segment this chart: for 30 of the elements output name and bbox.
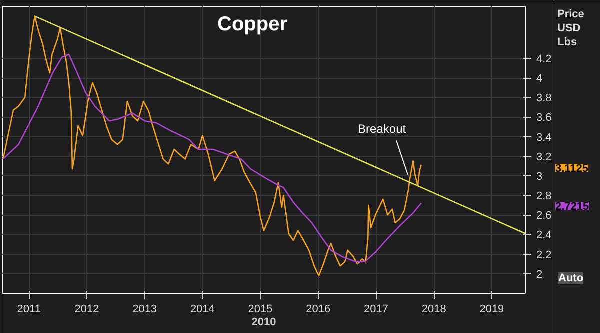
text: Auto [558, 272, 584, 284]
x-tick-label: 2012 [74, 304, 100, 316]
annotation: Breakout [358, 122, 407, 136]
x-tick-label: 2011 [17, 304, 41, 316]
y-tick-label: 3 [536, 170, 543, 183]
y-tick-label: 2 [536, 268, 543, 281]
x-axis-title: 2010 [252, 316, 276, 328]
x-tick-label: 2013 [132, 304, 158, 316]
y-tick-label: 2.8 [536, 190, 552, 203]
text: 3.1125 [556, 162, 589, 175]
y-tick-label: 4 [536, 73, 543, 86]
line-series [2, 16, 422, 277]
text: 2.7215 [556, 201, 590, 214]
x-tick-label: 2019 [480, 304, 504, 316]
y-tick-label: 3.2 [536, 151, 552, 164]
line-series [2, 54, 422, 263]
x-tick-label: 2018 [422, 304, 446, 316]
y-tick-label: 3.6 [536, 112, 552, 124]
y-tick-label: 2.6 [536, 210, 552, 222]
y-tick-label: 4.2 [536, 53, 552, 66]
x-tick-label: 2016 [306, 304, 331, 316]
chart-title: Copper [218, 14, 288, 36]
y-tick-label: 2.4 [536, 230, 552, 242]
y-axis-title: Price USD Lbs [558, 8, 584, 48]
x-tick-label: 2017 [364, 304, 388, 316]
y-tick-label: 3.4 [536, 132, 552, 144]
x-tick-label: 2014 [190, 304, 215, 316]
x-tick-label: 2015 [248, 304, 273, 316]
y-tick-label: 2.2 [536, 249, 552, 262]
y-tick-label: 3.8 [536, 92, 552, 105]
